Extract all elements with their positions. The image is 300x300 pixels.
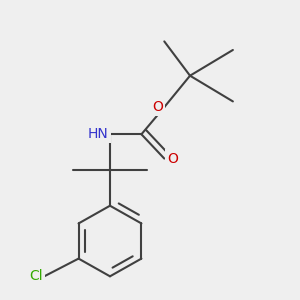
Text: Cl: Cl xyxy=(29,269,43,283)
Text: HN: HN xyxy=(88,127,109,141)
Text: O: O xyxy=(152,100,163,114)
Text: O: O xyxy=(167,152,178,166)
